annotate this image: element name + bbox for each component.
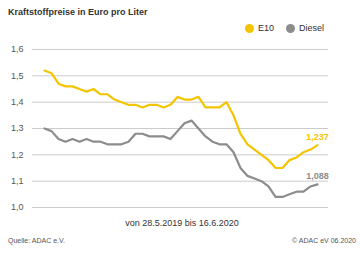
svg-text:1,2: 1,2 <box>11 150 24 160</box>
html-text:Diesel: Diesel <box>299 23 324 33</box>
html-text:© ADAC eV 06.2020: © ADAC eV 06.2020 <box>292 237 356 244</box>
svg-text:1,237: 1,237 <box>306 132 329 142</box>
svg-text:1,088: 1,088 <box>306 171 329 181</box>
svg-text:1,6: 1,6 <box>11 44 24 54</box>
svg-text:1,0: 1,0 <box>11 202 24 212</box>
svg-text:1,3: 1,3 <box>11 123 24 133</box>
svg-text:1,5: 1,5 <box>11 71 24 81</box>
html-text:E10: E10 <box>258 23 274 33</box>
svg-text:1,4: 1,4 <box>11 97 24 107</box>
html-text:Kraftstoffpreise in Euro pro L: Kraftstoffpreise in Euro pro Liter <box>8 7 148 17</box>
html-text:Quelle: ADAC e.V.: Quelle: ADAC e.V. <box>8 237 65 244</box>
html-text:von 28.5.2019 bis 16.6.2020: von 28.5.2019 bis 16.6.2020 <box>125 218 239 228</box>
svg-text:1,1: 1,1 <box>11 176 24 186</box>
